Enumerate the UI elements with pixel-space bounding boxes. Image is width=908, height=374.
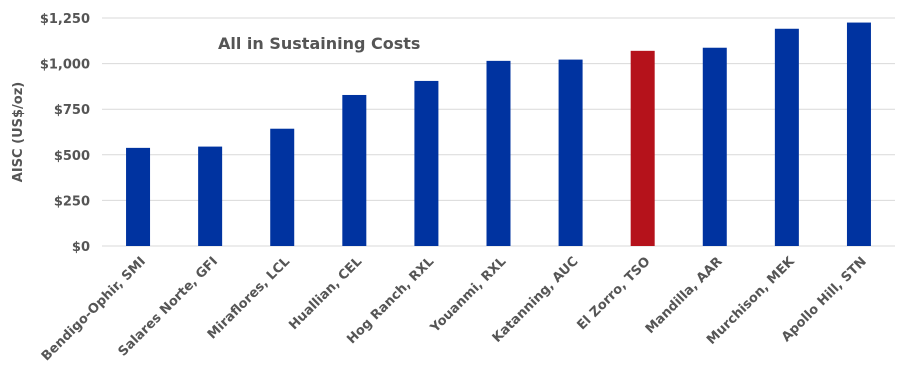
bar — [126, 147, 151, 246]
chart-title: All in Sustaining Costs — [218, 34, 420, 53]
bar — [270, 128, 295, 246]
bar — [630, 50, 655, 246]
bar — [486, 60, 511, 246]
y-tick-label: $250 — [54, 194, 90, 209]
x-tick-label: Mandilla, AAR — [643, 254, 726, 337]
bar — [846, 22, 871, 247]
bar — [558, 59, 583, 246]
bar — [414, 80, 439, 246]
y-tick-label: $500 — [54, 149, 90, 164]
bar — [342, 94, 367, 246]
y-tick-labels: $0 $250 $500 $750 $1,000 $1,250 — [40, 12, 90, 255]
y-tick-label: $750 — [54, 103, 90, 118]
x-tick-label: Huallian, CEL — [286, 254, 365, 333]
bar — [774, 28, 799, 247]
bar — [198, 146, 223, 246]
x-tick-label: Youanmi, RXL — [427, 254, 509, 336]
y-tick-label: $0 — [72, 240, 90, 255]
y-tick-label: $1,250 — [40, 12, 90, 27]
y-tick-label: $1,000 — [40, 58, 90, 73]
bar — [702, 47, 727, 246]
y-axis-label: AISC (US$/oz) — [11, 82, 26, 182]
x-tick-label: El Zorro, TSO — [575, 254, 654, 333]
bars-layer — [126, 22, 871, 247]
